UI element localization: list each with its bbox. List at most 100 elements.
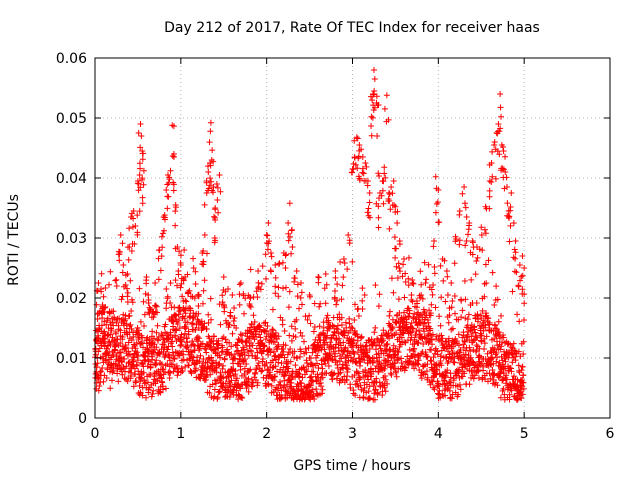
data-point (251, 318, 258, 325)
data-point (373, 342, 380, 349)
data-point (125, 360, 132, 367)
data-point (396, 268, 403, 275)
data-point (187, 305, 194, 312)
data-point (357, 382, 364, 389)
data-point (339, 282, 346, 289)
data-point (272, 330, 279, 337)
data-point (355, 155, 362, 162)
data-point (441, 374, 448, 381)
data-point (184, 343, 191, 350)
data-point (165, 336, 172, 343)
data-point (428, 358, 435, 365)
data-point (203, 349, 210, 356)
data-point (127, 277, 134, 284)
data-point (508, 190, 515, 196)
data-point (128, 337, 135, 344)
data-point (209, 381, 216, 388)
data-point (319, 386, 326, 393)
data-point (441, 257, 448, 264)
data-point (315, 274, 322, 280)
data-point (243, 338, 250, 345)
data-point (307, 355, 314, 362)
data-point (491, 138, 498, 145)
data-point (255, 285, 262, 292)
data-point (254, 294, 261, 301)
data-point (374, 102, 381, 109)
data-point (462, 242, 469, 249)
data-point (436, 387, 443, 394)
data-point (207, 175, 214, 182)
data-point (119, 371, 126, 378)
data-point (424, 374, 431, 381)
data-point (272, 373, 279, 380)
data-point (456, 381, 463, 388)
data-point (442, 392, 449, 399)
data-point (200, 356, 207, 363)
data-point (172, 204, 179, 211)
data-point (374, 132, 381, 139)
data-point (114, 370, 121, 377)
data-point (512, 238, 519, 244)
data-point (502, 153, 509, 160)
data-point (172, 222, 179, 229)
data-point (265, 220, 272, 226)
data-point (457, 386, 464, 393)
data-point (248, 329, 255, 336)
data-point (247, 266, 254, 273)
y-tick-label: 0.04 (56, 171, 87, 187)
data-point (496, 373, 503, 380)
data-point (160, 386, 167, 393)
data-point (289, 244, 296, 250)
data-point (279, 259, 286, 266)
data-point (110, 367, 117, 374)
data-point (205, 185, 212, 192)
data-point (92, 345, 99, 352)
data-point (444, 367, 451, 374)
data-point (309, 386, 316, 393)
data-point (371, 329, 378, 336)
data-point (135, 180, 142, 187)
data-point (155, 337, 162, 344)
data-point (288, 379, 295, 386)
data-point (507, 364, 514, 371)
data-point (214, 394, 221, 401)
data-point (493, 349, 500, 356)
data-point (455, 316, 462, 323)
data-point (446, 378, 453, 385)
data-point (299, 374, 306, 381)
data-point (462, 363, 469, 370)
data-point (237, 351, 244, 358)
data-point (255, 359, 262, 366)
data-point (157, 351, 164, 358)
data-point (203, 189, 210, 196)
data-point (467, 348, 474, 355)
data-point (462, 296, 469, 303)
data-point (385, 357, 392, 364)
data-point (401, 367, 408, 374)
x-axis-label: GPS time / hours (293, 458, 410, 474)
data-point (132, 371, 139, 378)
data-point (354, 369, 361, 376)
data-point (370, 368, 377, 375)
data-point (368, 336, 375, 343)
data-point (127, 372, 134, 379)
data-point (188, 320, 195, 327)
data-point (427, 381, 434, 388)
data-point (143, 274, 150, 280)
data-point (351, 317, 358, 324)
data-point (486, 319, 493, 326)
data-point (297, 329, 304, 336)
data-point (416, 292, 423, 299)
data-point (172, 333, 179, 340)
data-point (494, 296, 501, 303)
data-point (391, 234, 398, 241)
data-point (366, 394, 373, 401)
data-point (298, 348, 304, 355)
data-point (246, 301, 253, 307)
data-point (508, 368, 515, 375)
data-point (479, 307, 486, 314)
data-point (466, 344, 473, 351)
data-point (181, 247, 188, 254)
data-point (104, 343, 111, 349)
data-point (359, 165, 366, 172)
